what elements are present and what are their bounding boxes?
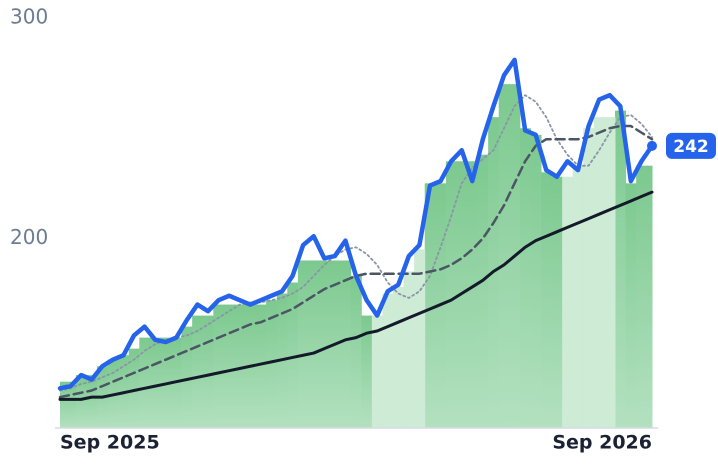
area-step bbox=[562, 176, 574, 428]
area-step bbox=[255, 304, 267, 428]
area-step bbox=[65, 381, 77, 428]
areas bbox=[60, 84, 653, 429]
area-step bbox=[234, 304, 246, 428]
area-step bbox=[139, 337, 151, 428]
area-step bbox=[382, 293, 394, 428]
last-point bbox=[647, 140, 657, 151]
y-tick-label: 200 bbox=[10, 225, 48, 249]
area-step bbox=[361, 315, 373, 428]
area-step bbox=[424, 183, 436, 428]
area-step bbox=[414, 249, 426, 428]
area-step bbox=[541, 172, 553, 428]
area-step bbox=[625, 183, 637, 428]
area-step bbox=[530, 134, 542, 429]
area-step bbox=[297, 260, 309, 428]
lines bbox=[57, 57, 655, 401]
area-step bbox=[213, 304, 225, 428]
area-step bbox=[572, 165, 584, 428]
area-step bbox=[445, 161, 457, 428]
x-tick-label: Sep 2025 bbox=[60, 432, 160, 454]
area-step bbox=[403, 271, 415, 428]
area-step bbox=[477, 154, 489, 428]
y-tick-label: 300 bbox=[10, 5, 48, 29]
area-step bbox=[393, 286, 405, 428]
area-step bbox=[287, 282, 299, 428]
area-step bbox=[498, 84, 510, 429]
last-value-label: 242 bbox=[673, 137, 709, 157]
x-tick-label: Sep 2026 bbox=[552, 432, 652, 454]
last-value-badge bbox=[666, 132, 716, 159]
area-step bbox=[308, 260, 320, 428]
area-step bbox=[266, 300, 278, 428]
area-step bbox=[467, 161, 479, 428]
area-step bbox=[551, 176, 563, 428]
area-step bbox=[319, 260, 331, 428]
area-step bbox=[519, 128, 531, 428]
area-step bbox=[202, 315, 214, 428]
area-step bbox=[60, 381, 66, 428]
area-step bbox=[149, 337, 161, 428]
area-step bbox=[593, 117, 605, 429]
series-line bbox=[58, 190, 654, 401]
series-line bbox=[57, 57, 655, 391]
area-step bbox=[192, 315, 204, 428]
area-step bbox=[583, 128, 595, 428]
area-step bbox=[340, 260, 352, 428]
area-step bbox=[636, 165, 648, 428]
area-step bbox=[604, 117, 616, 429]
area-step bbox=[371, 315, 383, 428]
area-step bbox=[181, 326, 193, 428]
area-step bbox=[223, 304, 235, 428]
area-step bbox=[646, 165, 653, 428]
area-step bbox=[615, 110, 627, 429]
area-step bbox=[75, 375, 87, 428]
area-step bbox=[86, 375, 98, 428]
area-step bbox=[128, 348, 140, 428]
area-step bbox=[350, 275, 362, 428]
